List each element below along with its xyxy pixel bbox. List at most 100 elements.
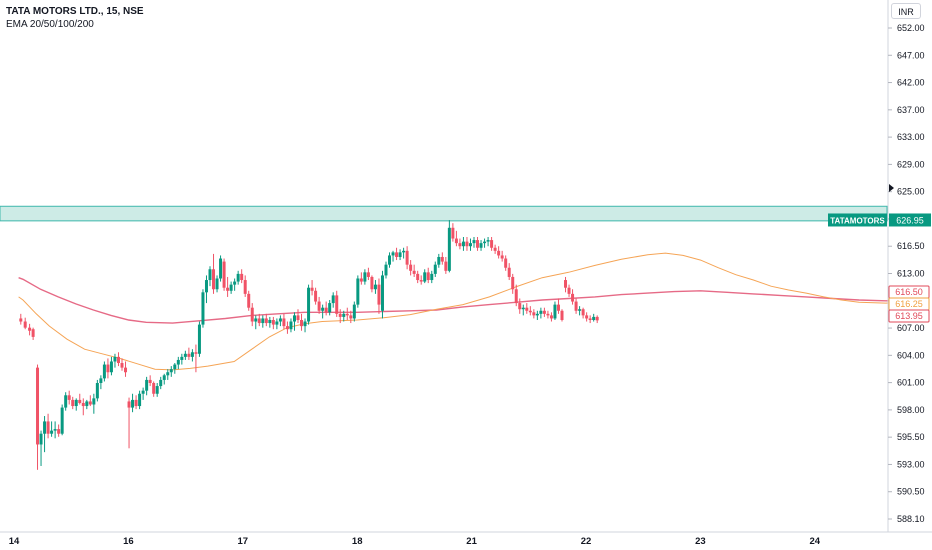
candle-body bbox=[338, 313, 342, 317]
candle-body bbox=[307, 287, 311, 322]
time-tick-label: 22 bbox=[581, 536, 592, 547]
candle-body bbox=[370, 276, 374, 290]
symbol-tag-label-bg bbox=[828, 213, 887, 227]
candle-body bbox=[264, 318, 268, 324]
candle-body bbox=[324, 307, 328, 313]
candle-body bbox=[289, 321, 293, 330]
candle-body bbox=[180, 356, 184, 360]
candle-body bbox=[528, 310, 532, 313]
candle-body bbox=[109, 361, 113, 373]
price-tick-label: 590.50 bbox=[897, 487, 925, 497]
ema-value-label-bg bbox=[888, 309, 930, 323]
candle-body bbox=[88, 401, 92, 405]
candle-body bbox=[585, 315, 589, 319]
candle-body bbox=[426, 272, 430, 281]
candle-body bbox=[261, 318, 265, 324]
candle-body bbox=[92, 398, 96, 405]
candle-body bbox=[483, 241, 487, 244]
price-axis[interactable] bbox=[888, 0, 932, 550]
candle-body bbox=[31, 329, 35, 337]
candle-body bbox=[67, 395, 71, 400]
candle-body bbox=[542, 310, 546, 314]
candle-body bbox=[50, 430, 54, 434]
candle-body bbox=[23, 321, 27, 328]
price-tick-label: 647.00 bbox=[897, 50, 925, 60]
candle-body bbox=[525, 307, 529, 311]
candle-body bbox=[183, 353, 187, 357]
candle-body bbox=[521, 307, 525, 310]
candle-body bbox=[134, 399, 138, 407]
symbol-tag-label: TATAMOTORS bbox=[830, 216, 885, 225]
candle-body bbox=[131, 399, 135, 408]
candle-body bbox=[148, 379, 152, 383]
candle-body bbox=[250, 307, 254, 322]
time-tick-label: 24 bbox=[810, 536, 821, 547]
candle-body bbox=[204, 280, 208, 293]
candle-body bbox=[444, 261, 448, 271]
candle-body bbox=[116, 356, 120, 364]
candle-body bbox=[28, 327, 32, 331]
time-tick-label: 17 bbox=[238, 536, 249, 547]
price-tick-label: 601.00 bbox=[897, 378, 925, 388]
candle-body bbox=[57, 429, 61, 434]
candle-body bbox=[74, 399, 78, 407]
candle-body bbox=[159, 379, 163, 387]
candle-body bbox=[64, 395, 68, 408]
scroll-right-icon[interactable] bbox=[889, 184, 894, 192]
candle-body bbox=[102, 364, 106, 379]
candle-body bbox=[345, 313, 349, 316]
candle-body bbox=[497, 250, 501, 256]
price-tick-label: 598.00 bbox=[897, 405, 925, 415]
candle-body bbox=[373, 284, 377, 290]
candle-body bbox=[447, 227, 451, 271]
candle-body bbox=[514, 289, 518, 304]
candle-body bbox=[46, 421, 50, 434]
candle-body bbox=[166, 372, 170, 376]
candle-body bbox=[384, 264, 388, 276]
candle-body bbox=[549, 315, 553, 319]
candle-body bbox=[124, 367, 128, 373]
candle-body bbox=[564, 280, 568, 288]
candle-body bbox=[500, 255, 504, 259]
price-tick-label: 652.00 bbox=[897, 23, 925, 33]
candle-body bbox=[395, 252, 399, 257]
candle-body bbox=[194, 352, 198, 354]
plot-area[interactable] bbox=[0, 0, 887, 532]
candle-body bbox=[571, 293, 575, 302]
candle-body bbox=[451, 227, 455, 239]
candle-body bbox=[155, 386, 159, 394]
candle-body bbox=[39, 433, 43, 445]
candle-body bbox=[78, 399, 82, 403]
time-tick-label: 21 bbox=[466, 536, 477, 547]
price-tick-label: 642.00 bbox=[897, 78, 925, 88]
candle-body bbox=[331, 295, 335, 304]
candle-body bbox=[99, 378, 103, 383]
candle-body bbox=[60, 407, 64, 434]
candle-body bbox=[578, 309, 582, 311]
candle-body bbox=[349, 315, 353, 319]
candle-body bbox=[292, 315, 296, 322]
indicator-legend[interactable]: EMA 20/50/100/200 bbox=[6, 19, 94, 30]
candle-body bbox=[215, 278, 219, 290]
candle-body bbox=[328, 303, 332, 313]
candle-body bbox=[222, 261, 226, 288]
time-tick-label: 23 bbox=[695, 536, 706, 547]
candle-body bbox=[314, 290, 318, 302]
candle-body bbox=[472, 240, 476, 244]
candle-body bbox=[398, 252, 402, 257]
time-tick-label: 18 bbox=[352, 536, 363, 547]
time-tick-label: 16 bbox=[123, 536, 134, 547]
candle-body bbox=[226, 287, 230, 291]
candle-body bbox=[236, 273, 240, 282]
candle-body bbox=[391, 252, 395, 256]
candle-body bbox=[127, 401, 131, 408]
candle-body bbox=[278, 318, 282, 322]
candle-body bbox=[145, 379, 149, 391]
price-tick-label: 604.00 bbox=[897, 350, 925, 360]
candle-body bbox=[229, 284, 233, 291]
candle-body bbox=[437, 256, 441, 265]
price-tick-label: 637.00 bbox=[897, 105, 925, 115]
candle-body bbox=[416, 273, 420, 281]
currency-button[interactable]: INR bbox=[891, 3, 921, 19]
